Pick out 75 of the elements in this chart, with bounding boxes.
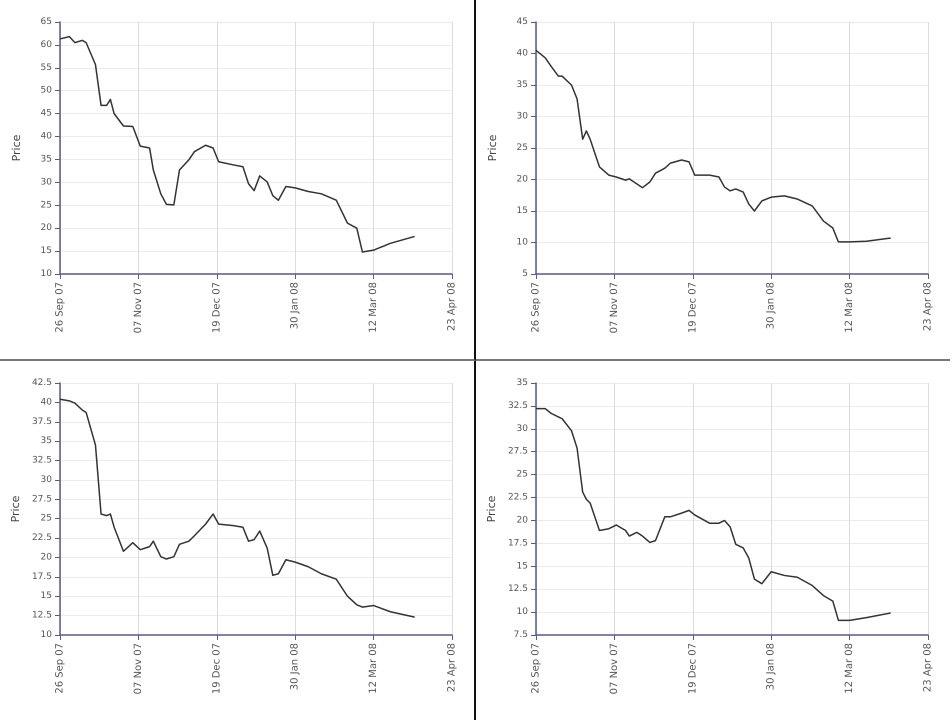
x-tick-label: 19 Dec 07 xyxy=(211,643,222,694)
y-tick-label: 12.5 xyxy=(32,610,52,621)
y-tick-label: 20 xyxy=(40,552,52,562)
x-tick-label: 19 Dec 07 xyxy=(687,282,698,334)
y-tick-label: 30 xyxy=(516,424,528,434)
x-tick-label: 26 Sep 07 xyxy=(530,282,542,333)
x-tick-label: 07 Nov 07 xyxy=(608,643,620,694)
y-tick-label: 15 xyxy=(516,561,528,572)
y-tick-label: 17.5 xyxy=(508,538,528,548)
x-tick-label: 12 Mar 08 xyxy=(368,282,380,333)
x-tick-label: 19 Dec 07 xyxy=(687,643,698,694)
y-tick-label: 25 xyxy=(40,200,52,210)
y-tick-label: 55 xyxy=(40,62,52,73)
y-tick-label: 17.5 xyxy=(32,572,52,582)
x-tick-label: 30 Jan 08 xyxy=(766,643,777,690)
y-tick-label: 20 xyxy=(516,174,528,184)
x-tick-label: 30 Jan 08 xyxy=(290,643,301,690)
y-tick-label: 27.5 xyxy=(32,494,52,504)
x-tick-label: 23 Apr 08 xyxy=(922,643,934,692)
y-tick-label: 30 xyxy=(516,112,528,122)
x-tick-label: 12 Mar 08 xyxy=(368,643,380,694)
x-tick-label: 26 Sep 07 xyxy=(54,643,66,694)
y-axis-title: Price xyxy=(486,134,499,162)
y-tick-label: 12.5 xyxy=(508,584,528,594)
x-tick-label: 07 Nov 07 xyxy=(608,282,620,334)
x-tick-label: 30 Jan 08 xyxy=(766,282,777,330)
x-tick-label: 07 Nov 07 xyxy=(132,643,144,694)
y-axis-title: Price xyxy=(9,495,22,522)
x-tick-label: 26 Sep 07 xyxy=(54,282,66,333)
y-tick-label: 20 xyxy=(40,223,52,234)
x-tick-label: 23 Apr 08 xyxy=(446,643,458,692)
y-tick-label: 25 xyxy=(40,514,52,524)
y-tick-label: 15 xyxy=(40,246,52,256)
y-tick-label: 35 xyxy=(516,378,528,388)
y-tick-label: 10 xyxy=(516,607,528,618)
y-tick-label: 35 xyxy=(40,436,52,446)
x-tick-label: 23 Apr 08 xyxy=(446,282,458,332)
x-tick-label: 12 Mar 08 xyxy=(844,643,856,694)
x-tick-label: 07 Nov 07 xyxy=(132,282,144,334)
y-tick-label: 22.5 xyxy=(508,492,528,503)
y-tick-label: 25 xyxy=(516,470,528,480)
y-tick-label: 7.5 xyxy=(514,630,528,640)
y-tick-label: 65 xyxy=(40,17,52,27)
x-tick-label: 19 Dec 07 xyxy=(211,282,222,334)
y-tick-label: 40 xyxy=(40,132,52,142)
x-tick-label: 12 Mar 08 xyxy=(844,282,856,333)
y-tick-label: 22.5 xyxy=(32,533,52,544)
y-tick-label: 42.5 xyxy=(32,378,52,388)
y-tick-label: 27.5 xyxy=(508,446,528,457)
y-tick-label: 45 xyxy=(516,17,528,27)
y-tick-label: 10 xyxy=(40,630,52,640)
y-tick-label: 60 xyxy=(40,40,52,50)
y-tick-label: 30 xyxy=(40,177,52,188)
x-tick-label: 26 Sep 07 xyxy=(530,643,542,694)
y-tick-label: 32.5 xyxy=(508,400,528,411)
y-axis-title: Price xyxy=(10,134,23,162)
y-tick-label: 20 xyxy=(516,515,528,526)
y-tick-label: 10 xyxy=(40,269,52,279)
y-tick-label: 30 xyxy=(40,474,52,485)
x-tick-label: 30 Jan 08 xyxy=(290,282,301,330)
y-tick-label: 15 xyxy=(516,206,528,216)
x-tick-label: 23 Apr 08 xyxy=(922,282,934,332)
y-tick-label: 50 xyxy=(40,86,52,96)
y-tick-label: 32.5 xyxy=(32,456,52,466)
y-tick-label: 37.5 xyxy=(32,416,52,427)
y-tick-label: 25 xyxy=(516,143,528,153)
y-tick-label: 15 xyxy=(40,591,52,602)
y-tick-label: 35 xyxy=(40,154,52,164)
y-tick-label: 40 xyxy=(40,397,52,408)
y-tick-label: 45 xyxy=(40,108,52,119)
y-tick-label: 35 xyxy=(516,80,528,90)
y-tick-label: 40 xyxy=(516,48,528,58)
y-tick-label: 5 xyxy=(522,269,528,279)
y-tick-label: 10 xyxy=(516,238,528,248)
y-axis-title: Price xyxy=(485,495,498,522)
